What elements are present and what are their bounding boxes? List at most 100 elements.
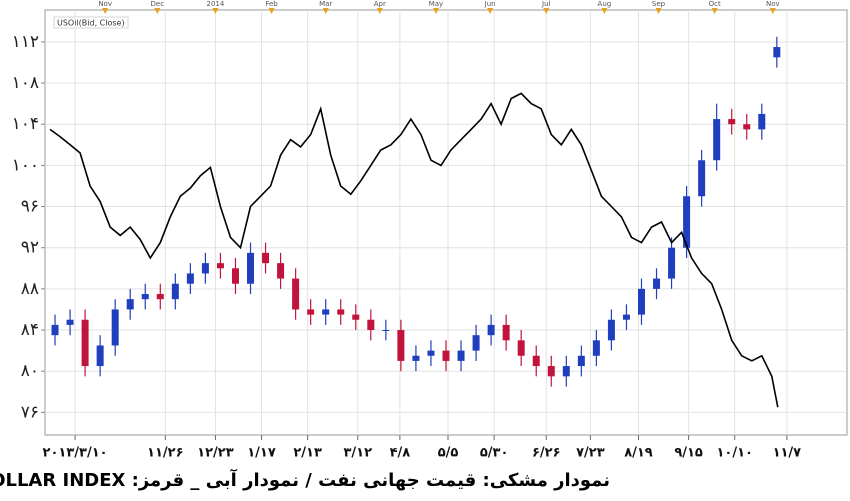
- candle-body: [683, 196, 691, 248]
- x-tick-label: ۱/۱۷: [247, 446, 276, 461]
- legend-label: USOil(Bid, Close): [57, 19, 125, 28]
- candle-body: [141, 294, 149, 300]
- top-tick-marker: [322, 8, 329, 14]
- x-tick-label: ۲۰۱۳/۳/۱۰: [43, 446, 108, 461]
- candle-body: [337, 309, 345, 315]
- caption: نمودار مشکی: قیمت جهانی نفت / نمودار آبی…: [0, 470, 610, 491]
- x-tick-label: ۶/۲۶: [532, 446, 561, 461]
- candle-body: [622, 314, 630, 320]
- top-tick-marker: [376, 8, 383, 14]
- y-tick-label: ۱۰۴: [12, 114, 39, 134]
- candle-body: [773, 47, 781, 58]
- candle-body: [81, 319, 89, 367]
- y-tick-label: ۱۰۰: [12, 155, 39, 175]
- top-tick-label: May: [429, 0, 443, 8]
- top-tick-marker: [432, 8, 439, 14]
- x-tick-label: ۱۰/۱۰: [716, 446, 753, 461]
- candle-body: [728, 119, 736, 125]
- candle-body: [653, 278, 661, 289]
- candle-body: [562, 366, 570, 377]
- chart: ۱۱۲ ۱۰۸ ۱۰۴ ۱۰۰ ۹۶ ۹۲ ۸۸ ۸۴ ۸۰ ۷۶ ۲۰۱۳/۳/۱۰ ۱۱/۲۶ ۱۲…: [12, 0, 848, 461]
- candle-body: [502, 324, 510, 341]
- candle-body: [517, 340, 525, 356]
- candle-body: [592, 340, 600, 356]
- y-tick-label: ۸۴: [21, 320, 39, 340]
- candle-body: [262, 252, 270, 264]
- top-tick-marker: [268, 8, 275, 14]
- candle-body: [171, 283, 179, 300]
- candle-body: [352, 314, 360, 320]
- top-tick-label: Nov: [766, 0, 780, 8]
- candle-body: [442, 350, 450, 361]
- y-tick-label: ۹۶: [21, 197, 39, 217]
- top-tick-label: Oct: [709, 0, 721, 8]
- candle-body: [547, 366, 555, 377]
- x-tick-label: ۵/۵: [438, 446, 459, 461]
- y-tick-label: ۷۶: [21, 402, 39, 422]
- candle-body: [277, 263, 285, 279]
- top-tick-marker: [711, 8, 718, 14]
- y-tick-label: ۱۰۸: [12, 73, 39, 93]
- x-tick-label: ۱۲/۲۳: [197, 446, 234, 461]
- candle-body: [532, 355, 540, 367]
- x-tick-label: ۷/۲۳: [576, 446, 605, 461]
- candle-body: [698, 160, 706, 197]
- candle-body: [367, 319, 375, 331]
- candle-body: [668, 247, 676, 279]
- candle-body: [637, 288, 645, 315]
- y-tick-label: ۹۲: [21, 238, 39, 258]
- x-tick-label: ۳/۱۲: [343, 446, 372, 461]
- top-tick-marker: [543, 8, 550, 14]
- top-tick-label: Nov: [98, 0, 112, 8]
- top-tick-label: Feb: [265, 0, 278, 8]
- candle-body: [743, 124, 751, 130]
- oil-line: [49, 92, 779, 408]
- candle-body: [111, 309, 119, 346]
- top-tick-marker: [212, 8, 219, 14]
- candle-body: [231, 268, 239, 284]
- candle-body: [156, 294, 164, 300]
- candle-body: [186, 273, 194, 284]
- top-tick-marker: [601, 8, 608, 14]
- candle-body: [51, 324, 59, 336]
- candle-body: [427, 350, 435, 356]
- top-tick-label: Dec: [151, 0, 165, 8]
- candle-body: [292, 278, 300, 310]
- top-tick-label: Mar: [319, 0, 332, 8]
- candle-body: [322, 309, 330, 315]
- x-tick-label: ۹/۱۵: [674, 446, 703, 461]
- top-tick-marker: [769, 8, 776, 14]
- candle-body: [126, 299, 134, 310]
- candle-body: [412, 355, 420, 361]
- candle-body: [713, 119, 721, 161]
- top-tick-label: Jun: [484, 0, 496, 8]
- candle-body: [457, 350, 465, 361]
- top-tick-marker: [154, 8, 161, 14]
- top-tick-label: Sep: [652, 0, 666, 8]
- y-tick-label: ۱۱۲: [12, 32, 39, 52]
- x-tick-label: ۸/۱۹: [624, 446, 653, 461]
- candle-body: [758, 113, 766, 130]
- x-tick-label: ۴/۸: [390, 446, 411, 461]
- y-tick-label: ۸۰: [21, 361, 39, 381]
- candle-body: [66, 319, 74, 325]
- legend-box: [53, 16, 129, 29]
- x-tick-label: ۲/۱۳: [293, 446, 322, 461]
- top-tick-label: Apr: [374, 0, 386, 8]
- candle-body: [382, 330, 390, 332]
- x-tick-label: ۵/۳۰: [480, 446, 509, 461]
- candle-body: [487, 324, 495, 336]
- candle-body: [472, 335, 480, 351]
- top-tick-marker: [487, 8, 494, 14]
- candle-body: [607, 319, 615, 341]
- candle-body: [397, 330, 405, 361]
- candle-body: [247, 252, 255, 284]
- candle-body: [201, 263, 209, 274]
- top-tick-label: Aug: [598, 0, 612, 8]
- candle-body: [307, 309, 315, 315]
- top-tick-marker: [655, 8, 662, 14]
- top-tick-label: Jul: [541, 0, 551, 8]
- candle-body: [216, 263, 224, 269]
- x-tick-label: ۱۱/۷: [773, 446, 802, 461]
